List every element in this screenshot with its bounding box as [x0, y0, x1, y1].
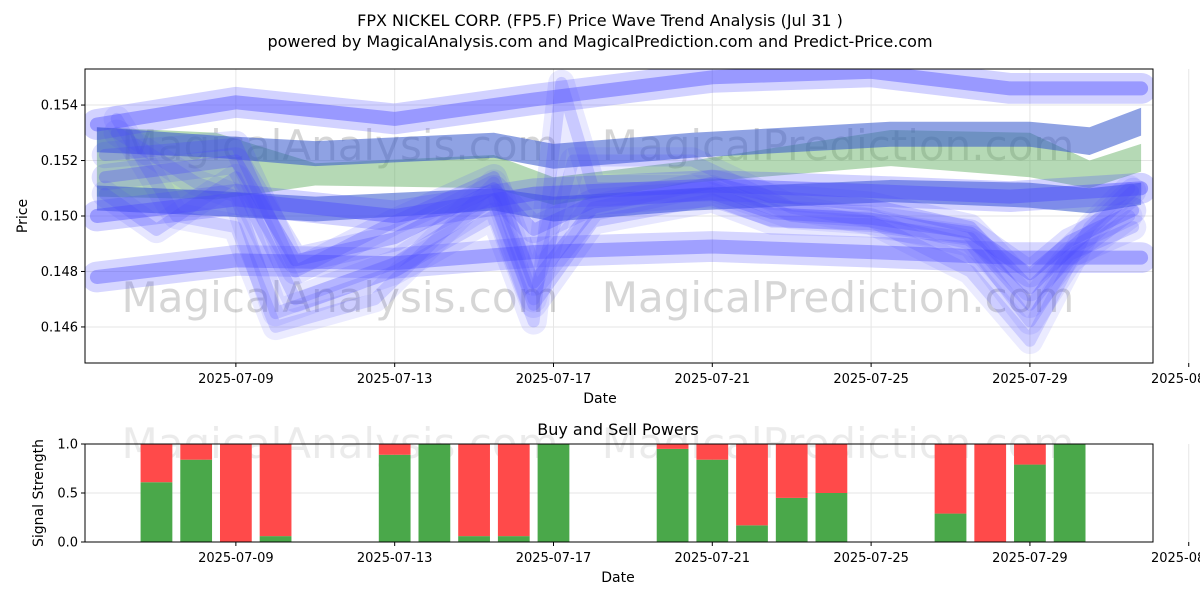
buy-bar — [180, 459, 213, 542]
price-wave-glow-2 — [85, 170, 1153, 232]
price-plot-area — [85, 69, 1153, 354]
buy-bar — [775, 497, 808, 542]
sell-bar — [140, 444, 173, 483]
price-x-tick-label: 2025-07-25 — [833, 372, 909, 387]
price-wave-6 — [98, 171, 1140, 311]
lower-blue-band — [96, 179, 1142, 222]
price-wave-4 — [98, 154, 1140, 281]
buy-bar — [537, 444, 570, 542]
sell-bar — [815, 444, 848, 493]
signal-x-tick-label: 2025-07-21 — [675, 551, 751, 566]
price-wave-7 — [110, 76, 1136, 328]
price-wave-glow-6 — [91, 164, 1147, 318]
price-wave-5 — [98, 137, 1140, 295]
signal-chart-title: Buy and Sell Powers — [537, 420, 699, 439]
buy-bar — [140, 482, 173, 542]
buy-bar — [1014, 464, 1046, 542]
signal-y-axis-label: Signal Strength — [31, 439, 47, 547]
upper-blue-band — [96, 107, 1142, 169]
signal-x-tick-label: 2025-07-09 — [198, 551, 274, 566]
price-wave-glow-5 — [91, 130, 1147, 302]
buy-bar — [458, 536, 490, 542]
price-y-tick-label: 0.154 — [41, 99, 78, 114]
price-wave-glow-4 — [91, 147, 1147, 288]
chart-title: FPX NICKEL CORP. (FP5.F) Price Wave Tren… — [357, 11, 843, 30]
signal-y-tick-label: 1.0 — [57, 438, 78, 453]
buy-bar — [418, 444, 451, 542]
buy-bar — [378, 454, 411, 542]
price-x-axis-label: Date — [583, 391, 616, 407]
watermark-text: MagicalAnalysis.com — [122, 273, 559, 322]
sell-bar — [696, 444, 729, 460]
signal-x-tick-label: 2025-07-25 — [833, 551, 909, 566]
sell-bar — [497, 444, 530, 537]
sell-bar — [458, 444, 490, 537]
price-y-tick-label: 0.152 — [41, 154, 78, 169]
sell-bar — [180, 444, 213, 460]
price-x-tick-label: 2025-07-13 — [357, 372, 433, 387]
price-x-tick-label: 2025-08-01 — [1151, 372, 1200, 387]
sell-bar — [934, 444, 967, 514]
price-y-axis-label: Price — [15, 199, 31, 233]
sell-bar — [1014, 444, 1046, 465]
watermark-text: MagicalPrediction.com — [602, 273, 1075, 322]
price-y-tick-label: 0.148 — [41, 265, 78, 280]
sell-bar — [974, 444, 1007, 542]
price-wave-glow-3 — [85, 231, 1153, 293]
signal-y-tick-label: 0.5 — [57, 487, 78, 502]
signal-y-tick-label: 0.0 — [57, 536, 78, 551]
price-y-tick-label: 0.150 — [41, 210, 78, 225]
buy-bar — [259, 536, 292, 542]
price-x-tick-label: 2025-07-09 — [198, 372, 274, 387]
sell-bar — [736, 444, 768, 526]
price-x-tick-label: 2025-07-17 — [516, 372, 592, 387]
price-wave-2 — [89, 178, 1149, 223]
sell-bar — [259, 444, 292, 537]
price-x-tick-label: 2025-07-21 — [675, 372, 751, 387]
signal-x-tick-label: 2025-07-17 — [516, 551, 592, 566]
sell-bar — [656, 444, 689, 449]
sell-bar — [775, 444, 808, 498]
signal-x-tick-label: 2025-07-13 — [357, 551, 433, 566]
signal-x-tick-label: 2025-07-29 — [992, 551, 1068, 566]
signal-strength-plot: MagicalAnalysis.com MagicalPrediction.com… — [57, 419, 1200, 566]
signal-x-tick-label: 2025-08-01 — [1151, 551, 1200, 566]
buy-bar — [656, 448, 689, 542]
price-wave-3 — [89, 239, 1149, 284]
price-wave-glow-7 — [103, 69, 1143, 335]
chart-subtitle: powered by MagicalAnalysis.com and Magic… — [267, 32, 932, 51]
price-wave-glow-1 — [85, 69, 1153, 140]
buy-bar — [1053, 444, 1086, 542]
price-wave-1 — [89, 69, 1149, 132]
price-x-tick-label: 2025-07-29 — [992, 372, 1068, 387]
buy-bar — [934, 513, 967, 542]
sell-bar — [219, 444, 252, 542]
buy-bar — [497, 536, 530, 542]
price-wave-plot: MagicalAnalysis.com MagicalPrediction.com… — [41, 68, 1200, 387]
sell-bar — [378, 444, 411, 455]
signal-x-axis-label: Date — [601, 570, 634, 586]
price-wave-glow-8 — [103, 105, 1143, 354]
buy-bar — [736, 525, 768, 542]
price-y-tick-label: 0.146 — [41, 320, 78, 335]
price-wave-8 — [110, 112, 1136, 347]
buy-bar — [696, 459, 729, 542]
buy-bar — [815, 493, 848, 542]
